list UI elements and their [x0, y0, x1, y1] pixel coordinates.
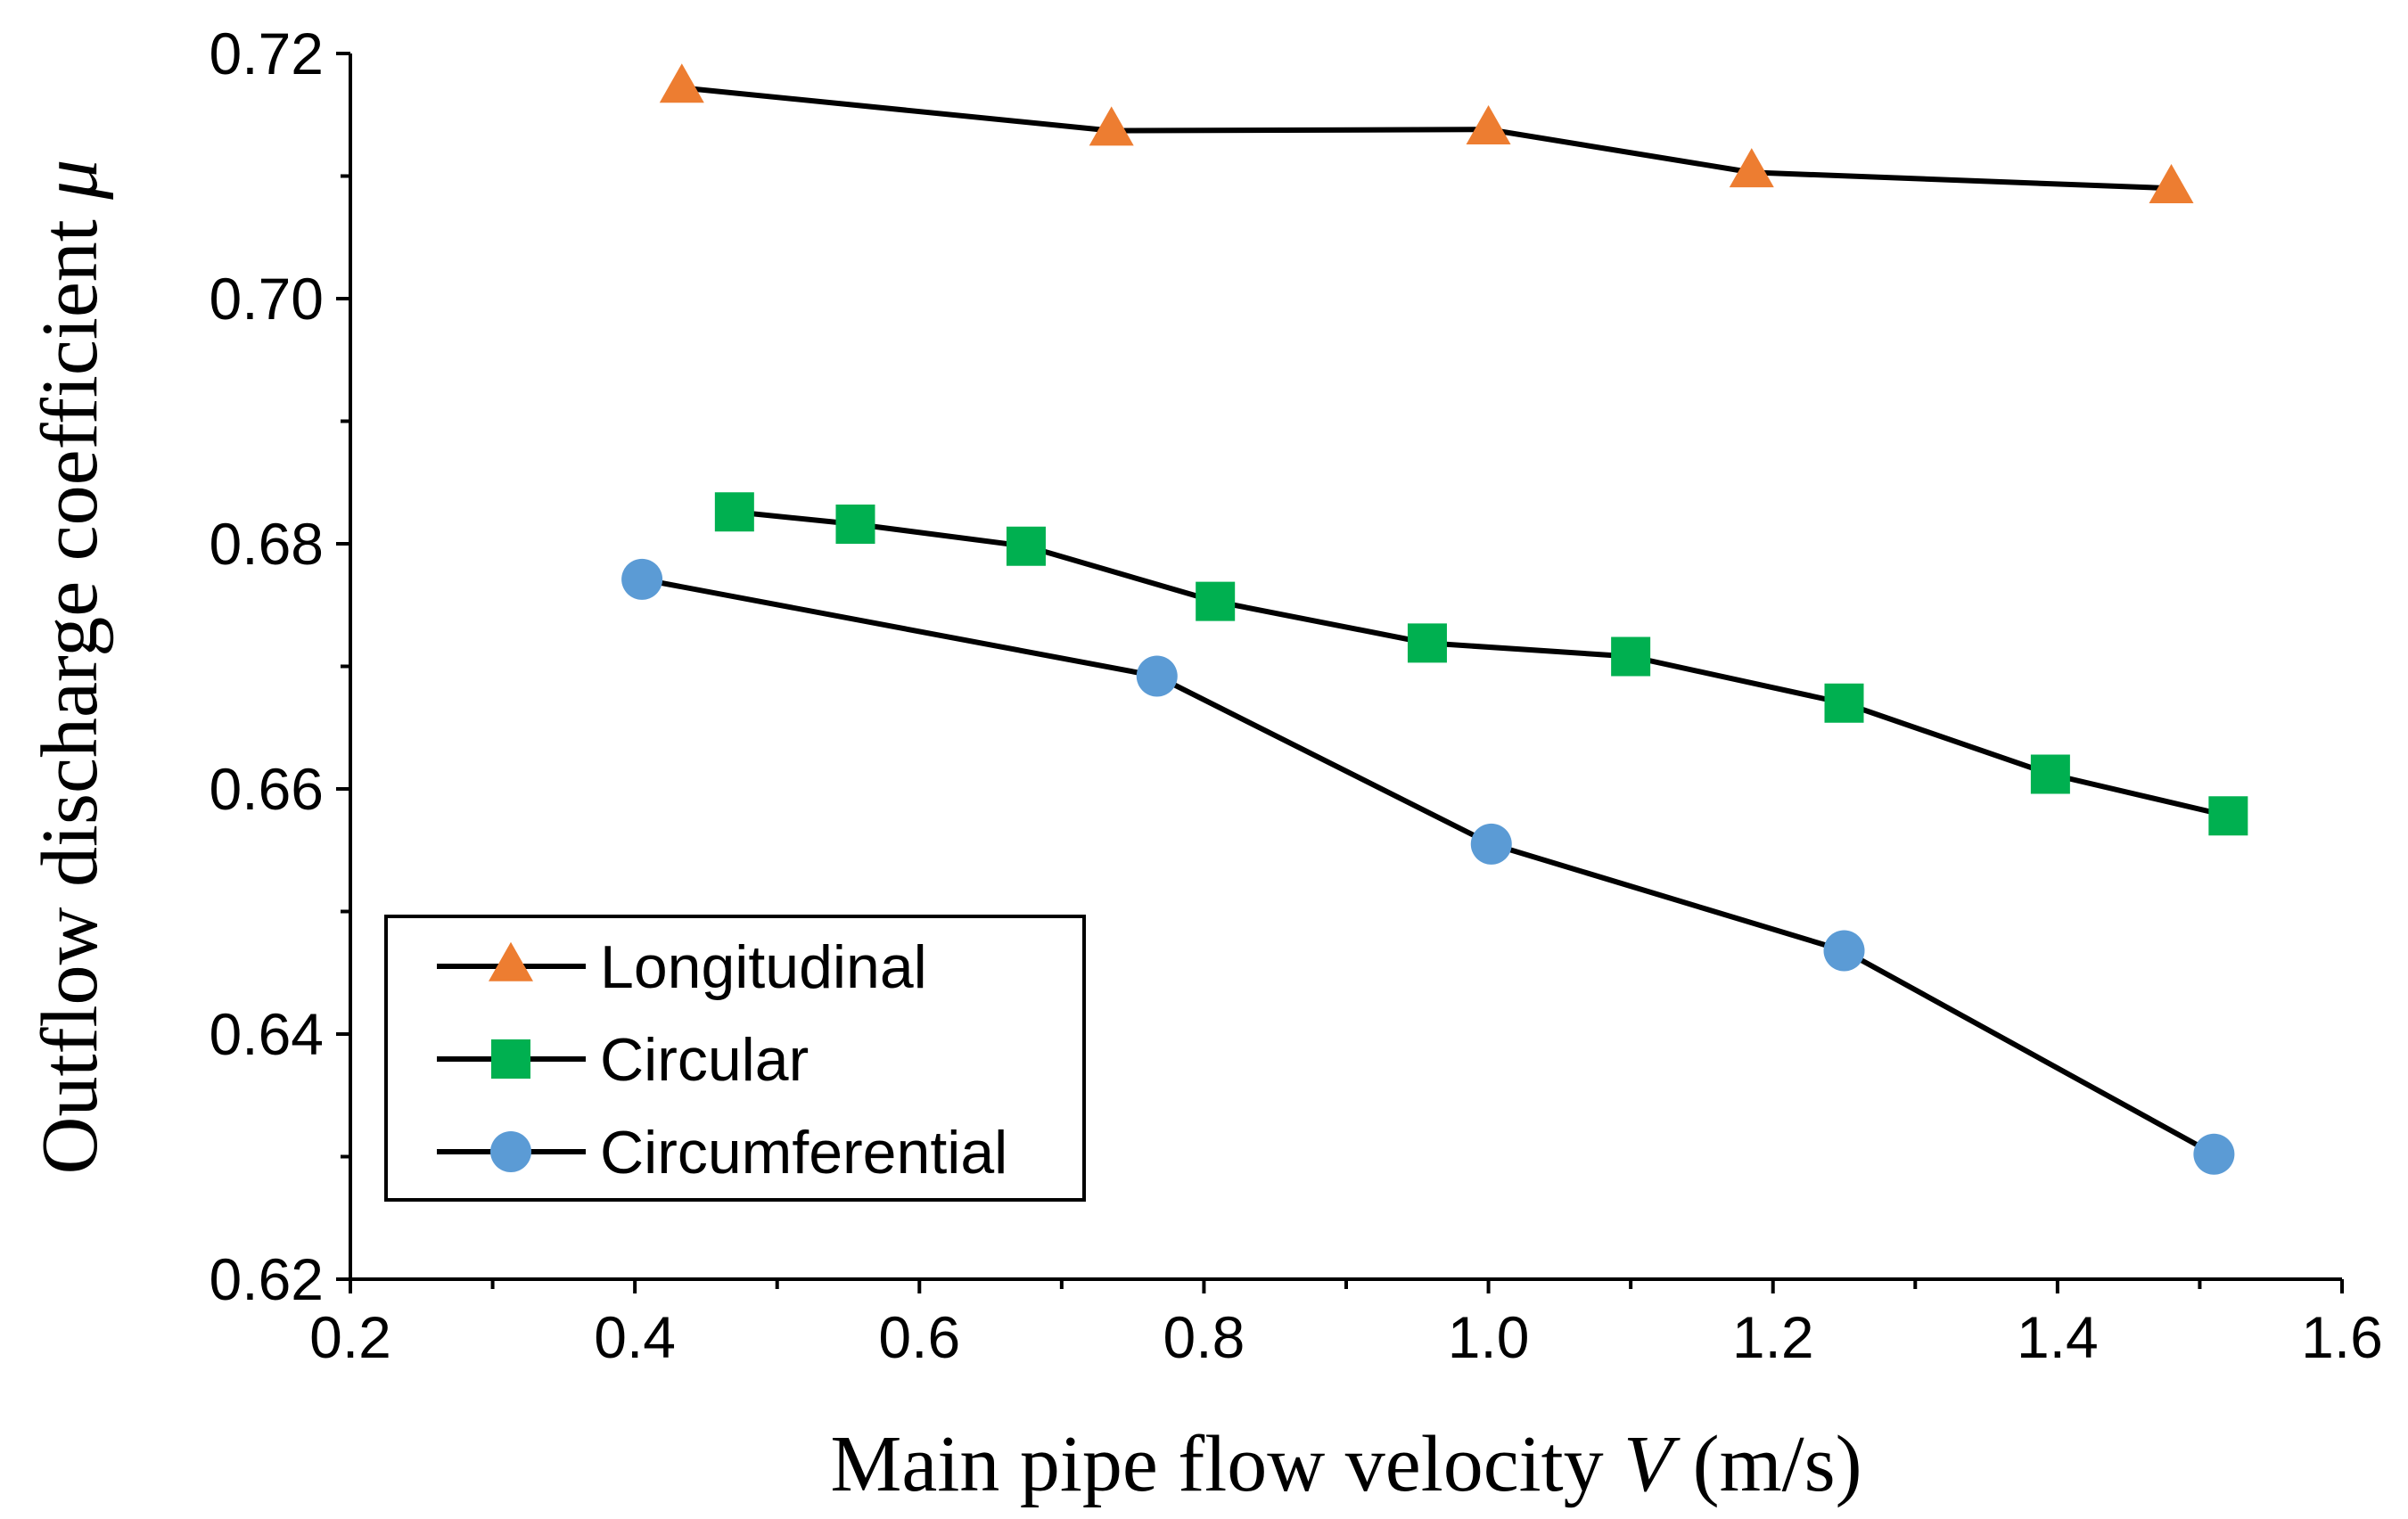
y-axis-title: Outflow discharge coefficient μ [26, 160, 114, 1175]
x-tick-label: 1.4 [2017, 1304, 2099, 1370]
legend-label: Circular [600, 1026, 809, 1094]
legend-entry-circular: Circular [437, 1026, 809, 1094]
y-tick-label: 0.70 [210, 266, 324, 332]
y-tick-label: 0.72 [210, 21, 324, 86]
x-tick-label: 0.4 [594, 1304, 676, 1370]
x-ticks: 0.2 0.4 0.6 0.8 1.0 1.2 1.4 1.6 [309, 1279, 2383, 1370]
y-ticks: 0.62 0.64 0.66 0.68 0.70 0.72 [210, 21, 350, 1312]
data-point [835, 505, 875, 544]
series-group [621, 63, 2248, 1175]
series-circumferential [621, 558, 2235, 1175]
data-point [621, 558, 663, 600]
series-circular [714, 492, 2248, 836]
data-point [1823, 930, 1865, 972]
legend-marker [489, 941, 533, 981]
x-axis-title: Main pipe flow velocity V (m/s) [830, 1420, 1861, 1508]
data-point [1196, 581, 1236, 621]
data-point [2149, 163, 2194, 203]
data-point [1824, 683, 1864, 723]
y-tick-label: 0.64 [210, 1001, 324, 1067]
x-tick-label: 1.6 [2301, 1304, 2383, 1370]
data-point [1407, 623, 1447, 663]
data-point [714, 492, 754, 532]
legend-label: Circumferential [600, 1119, 1007, 1186]
legend-entry-circumferential: Circumferential [437, 1119, 1007, 1186]
series-longitudinal [659, 63, 2194, 203]
data-point [2208, 796, 2248, 836]
legend-label: Longitudinal [600, 933, 927, 1001]
y-tick-label: 0.66 [210, 756, 324, 822]
data-point [1136, 655, 1178, 697]
data-point [1729, 148, 1774, 188]
x-tick-label: 0.8 [1163, 1304, 1245, 1370]
data-point [1470, 823, 1512, 865]
x-tick-label: 1.2 [1732, 1304, 1814, 1370]
x-tick-label: 0.2 [309, 1304, 391, 1370]
data-point [1089, 106, 1134, 146]
y-tick-label: 0.68 [210, 511, 324, 577]
legend-marker [491, 1039, 530, 1079]
data-point [1006, 526, 1046, 566]
data-point [2193, 1133, 2235, 1175]
legend: Longitudinal Circular Circumferential [384, 915, 1086, 1202]
data-point [2030, 754, 2070, 794]
data-point [1611, 636, 1651, 677]
data-point [1466, 104, 1511, 144]
y-tick-label: 0.62 [210, 1246, 324, 1312]
data-point [659, 63, 704, 103]
x-tick-label: 0.6 [878, 1304, 960, 1370]
legend-entry-longitudinal: Longitudinal [437, 933, 927, 1001]
legend-marker [490, 1131, 531, 1172]
x-tick-label: 1.0 [1448, 1304, 1530, 1370]
